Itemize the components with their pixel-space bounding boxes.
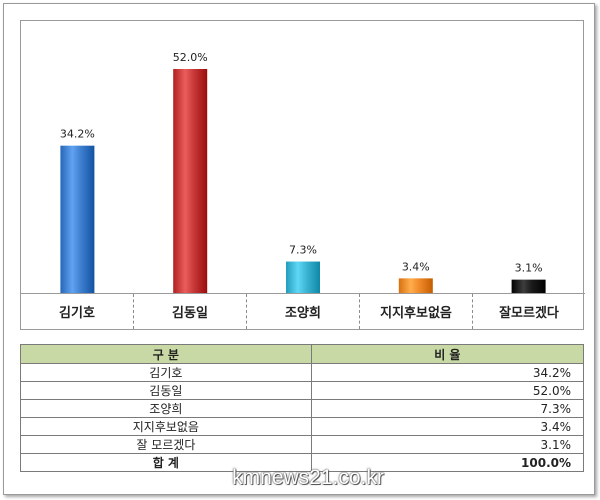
table-body: 김기호 34.2% 김동일 52.0% 조양희 7.3% 지지후보없음 3.4% 잘 모르겠다 3… xyxy=(20,363,585,472)
category-label-0: 김기호 xyxy=(21,294,134,329)
bar-value-label-3: 3.4% xyxy=(402,260,430,273)
results-table-wrap: 구 분 비 율 김기호 34.2% 김동일 52.0% 조양희 7.3% 지지후보없음 3.4… xyxy=(20,344,585,472)
category-label-3: 지지후보없음 xyxy=(360,294,473,329)
header-ratio: 비 율 xyxy=(310,344,585,364)
row-ratio: 52.0% xyxy=(310,381,585,400)
table-header-row: 구 분 비 율 xyxy=(20,344,585,364)
total-value: 100.0% xyxy=(310,453,585,472)
table-row: 김기호 34.2% xyxy=(20,363,585,382)
bar-3 xyxy=(398,278,433,293)
table-total-row: 합 계 100.0% xyxy=(20,453,585,472)
category-label-2: 조양희 xyxy=(247,294,360,329)
bar-value-label-1: 52.0% xyxy=(173,51,208,64)
row-ratio: 7.3% xyxy=(310,399,585,418)
category-axis: 김기호 김동일 조양희 지지후보없음 잘모르겠다 xyxy=(21,293,585,329)
bar-4 xyxy=(511,279,546,293)
bar-2 xyxy=(286,261,320,293)
row-ratio: 3.4% xyxy=(310,417,585,436)
header-category: 구 분 xyxy=(20,344,312,364)
table-row: 잘 모르겠다 3.1% xyxy=(20,435,585,454)
category-label-4: 잘모르겠다 xyxy=(499,306,559,321)
category-label-1: 김동일 xyxy=(134,294,247,329)
row-category: 조양희 xyxy=(20,399,312,418)
table-row: 조양희 7.3% xyxy=(20,399,585,418)
table-row: 김동일 52.0% xyxy=(20,381,585,400)
results-table: 구 분 비 율 김기호 34.2% 김동일 52.0% 조양희 7.3% 지지후보없음 3.4… xyxy=(20,344,585,472)
bar-chart: 34.2% 52.0% 7.3% 3.4% 3.1% 김기호 김동일 조양희 지지후보없음 잘모… xyxy=(20,20,585,330)
chart-plot-area: 34.2% 52.0% 7.3% 3.4% 3.1% xyxy=(60,51,546,293)
bar-value-label-2: 7.3% xyxy=(289,244,317,257)
row-ratio: 3.1% xyxy=(310,435,585,454)
bar-value-label-0: 34.2% xyxy=(60,128,95,141)
row-ratio: 34.2% xyxy=(310,363,585,382)
bar-1 xyxy=(173,69,208,293)
row-category: 김기호 xyxy=(20,363,312,382)
table-row: 지지후보없음 3.4% xyxy=(20,417,585,436)
row-category: 잘 모르겠다 xyxy=(20,435,312,454)
bar-0 xyxy=(60,145,95,293)
watermark-text: kmnews21.co.kr xyxy=(232,466,384,489)
figure-frame: 34.2% 52.0% 7.3% 3.4% 3.1% 김기호 김동일 조양희 지지후보없음 잘모… xyxy=(3,3,595,495)
row-category: 김동일 xyxy=(20,381,312,400)
total-label: 합 계 xyxy=(20,453,312,472)
row-category: 지지후보없음 xyxy=(20,417,312,436)
bar-value-label-4: 3.1% xyxy=(515,262,543,275)
